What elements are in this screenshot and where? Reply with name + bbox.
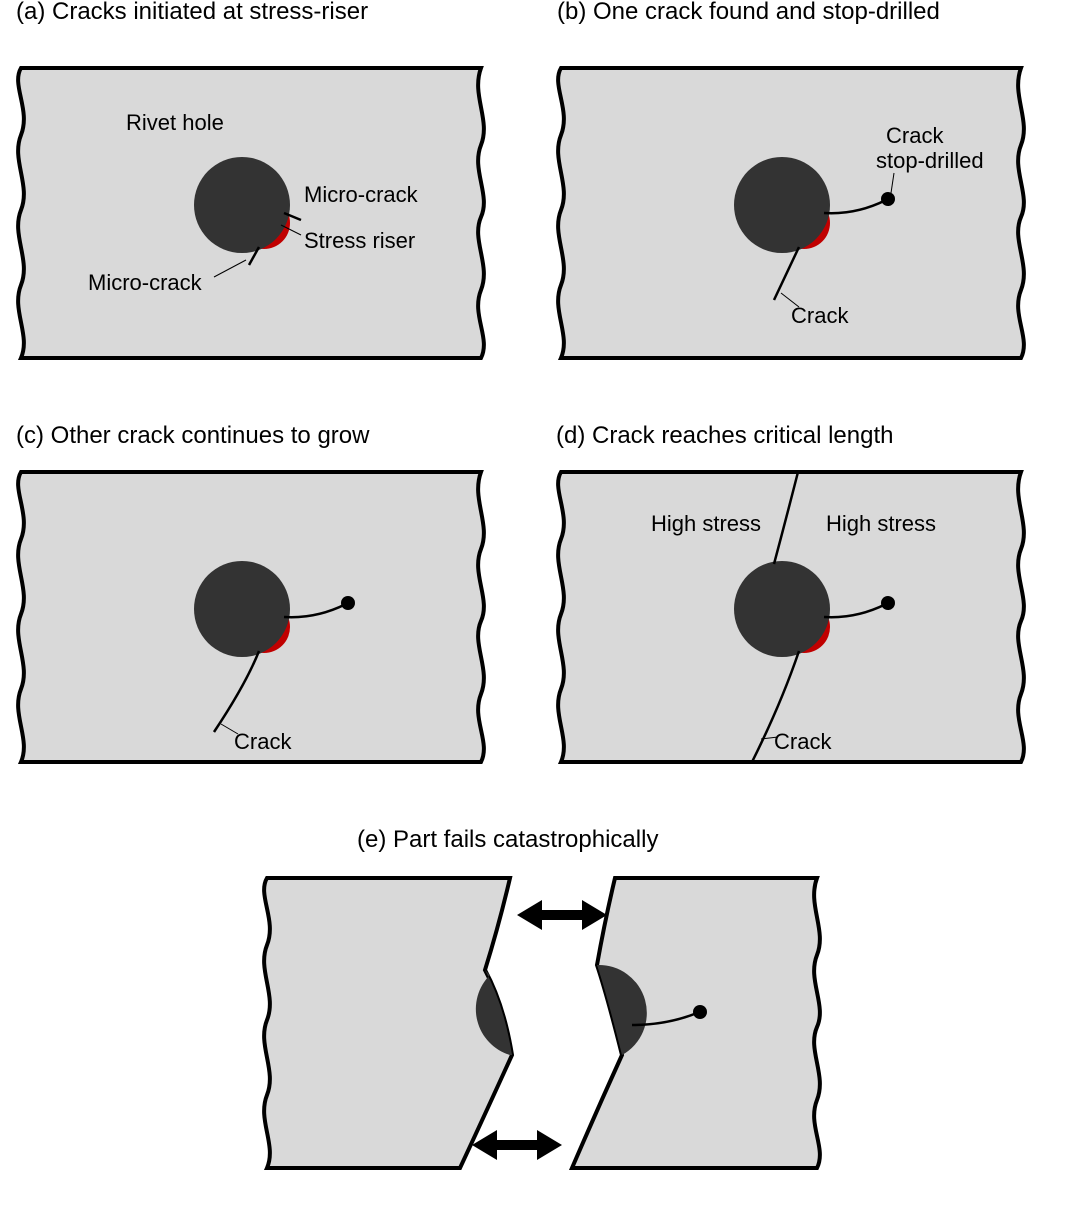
label-rivet-a: Rivet hole [126, 110, 224, 135]
panel-b: Crack stop-drilled Crack [556, 65, 1026, 361]
arrow-bottom-e [472, 1130, 562, 1160]
label-crack-c: Crack [234, 729, 292, 754]
label-micro2-a: Micro-crack [88, 270, 203, 295]
caption-b: (b) One crack found and stop-drilled [557, 0, 940, 26]
panel-d: High stress High stress Crack [556, 469, 1026, 765]
rivet-hole-d [734, 561, 830, 657]
panel-a: Rivet hole Micro-crack Stress riser Micr… [16, 65, 486, 361]
label-stop-b1: Crack [886, 123, 944, 148]
label-crack-b: Crack [791, 303, 849, 328]
label-stress-a: Stress riser [304, 228, 415, 253]
label-stop-b2: stop-drilled [876, 148, 984, 173]
label-hs2-d: High stress [826, 511, 936, 536]
label-micro1-a: Micro-crack [304, 182, 419, 207]
rivet-hole-a [194, 157, 290, 253]
label-crack-d: Crack [774, 729, 832, 754]
label-hs1-d: High stress [651, 511, 761, 536]
rivet-hole-b [734, 157, 830, 253]
caption-e: (e) Part fails catastrophically [357, 826, 658, 854]
stop-drill-c [341, 596, 355, 610]
caption-d: (d) Crack reaches critical length [556, 422, 893, 450]
piece-right-e [572, 878, 820, 1168]
stop-drill-e [693, 1005, 707, 1019]
rivet-hole-c [194, 561, 290, 657]
panel-c: Crack [16, 469, 486, 765]
caption-a: (a) Cracks initiated at stress-riser [16, 0, 368, 26]
caption-c: (c) Other crack continues to grow [16, 422, 369, 450]
piece-left-e [264, 878, 512, 1168]
panel-e [262, 875, 822, 1185]
stop-drill-b [881, 192, 895, 206]
arrow-top-e [517, 900, 607, 930]
stop-drill-d [881, 596, 895, 610]
